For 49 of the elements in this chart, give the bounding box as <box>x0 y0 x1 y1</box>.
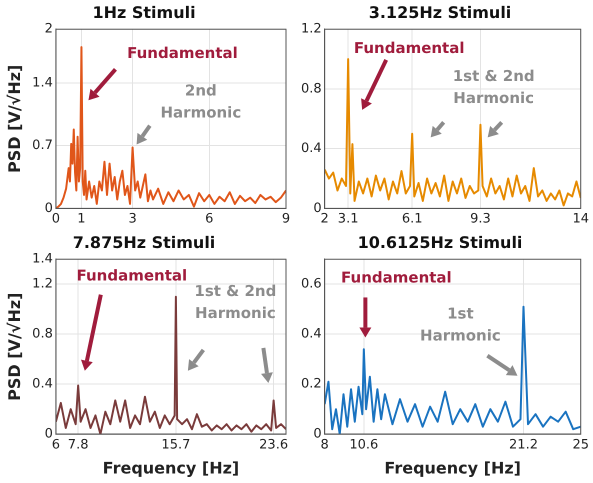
y-tick-label: 0.4 <box>32 376 53 392</box>
x-axis-title: Frequency [Hz] <box>384 458 521 478</box>
x-tick-label: 3.1 <box>338 212 358 227</box>
x-tick-label: 8 <box>320 437 329 452</box>
annotation: Fundamental <box>341 268 452 286</box>
y-tick-label: 0.4 <box>300 141 322 156</box>
annotation: Fundamental <box>127 44 238 62</box>
y-tick-label: 1.4 <box>32 75 53 90</box>
y-tick-label: 0 <box>44 426 53 442</box>
annotation: 1st & 2nd Harmonic <box>194 282 276 322</box>
y-axis-title: PSD [V/√Hz] <box>4 292 24 401</box>
y-tick-label: 1.4 <box>32 252 53 267</box>
x-tick-label: 23.6 <box>259 437 288 452</box>
x-tick-label: 9 <box>282 212 290 227</box>
annotation: 2nd Harmonic <box>160 82 242 122</box>
y-tick-label: 1.2 <box>300 22 322 37</box>
x-tick-label: 7.8 <box>68 437 88 452</box>
x-tick-label: 25 <box>572 437 589 452</box>
chart-title: 3.125Hz Stimuli <box>368 2 512 22</box>
y-tick-label: 0.4 <box>300 326 322 342</box>
x-tick-label: 10.6 <box>349 437 378 452</box>
x-tick-label: 6.1 <box>402 212 423 227</box>
x-tick-label: 9.3 <box>470 212 491 227</box>
y-tick-label: 0.2 <box>300 376 322 392</box>
y-tick-label: 0.8 <box>32 326 53 342</box>
x-tick-label: 3 <box>128 212 137 227</box>
y-tick-label: 0.8 <box>300 81 322 96</box>
x-tick-label: 6 <box>52 437 60 452</box>
y-axis-title: PSD [V/√Hz] <box>4 64 24 173</box>
x-axis-title: Frequency [Hz] <box>102 458 240 478</box>
y-tick-label: 0 <box>313 426 322 442</box>
x-tick-label: 6 <box>205 212 214 227</box>
y-tick-label: 0 <box>44 200 53 216</box>
annotation: Fundamental <box>354 38 464 57</box>
y-tick-label: 2 <box>44 22 53 37</box>
x-tick-label: 21.2 <box>509 437 538 452</box>
x-tick-label: 14 <box>572 212 589 227</box>
annotation: 1st Harmonic <box>420 304 501 345</box>
y-tick-label: 0.7 <box>32 138 53 154</box>
chart-title: 1Hz Stimuli <box>92 2 196 22</box>
annotation: 1st & 2nd Harmonic <box>452 67 535 108</box>
x-tick-label: 1 <box>77 212 86 227</box>
y-tick-label: 0.6 <box>300 276 322 292</box>
y-tick-label: 0 <box>313 200 322 216</box>
chart-title: 10.6125Hz Stimuli <box>358 232 522 252</box>
x-tick-label: 15.7 <box>161 437 190 452</box>
annotation: Fundamental <box>76 266 188 285</box>
chart-title: 7.875Hz Stimuli <box>72 232 216 252</box>
y-tick-label: 1.2 <box>32 276 53 292</box>
